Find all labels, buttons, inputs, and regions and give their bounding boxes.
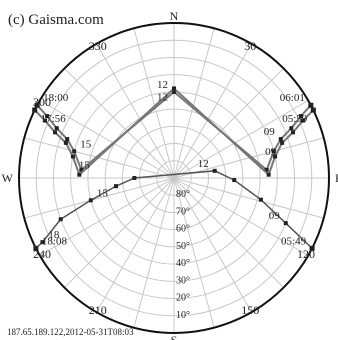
sun-position-marker: [309, 245, 315, 251]
sun-position-marker: [232, 178, 237, 183]
azimuth-line: [173, 177, 215, 328]
azimuth-label: 30: [244, 39, 256, 53]
sun-position-marker: [40, 240, 45, 245]
footer-timestamp: 187.65.189.122,2012-05-31T08:03: [7, 327, 134, 337]
hour-label: 12: [157, 79, 168, 91]
azimuth-line: [173, 68, 284, 179]
azimuth-line: [96, 43, 175, 179]
sun-position-marker: [283, 221, 288, 226]
azimuth-label: 210: [89, 303, 107, 317]
hour-label: 15: [80, 138, 92, 150]
azimuth-line: [133, 177, 175, 328]
sun-paths: [32, 86, 316, 251]
sun-position-marker: [88, 198, 93, 203]
hour-label: 17:56: [41, 113, 67, 125]
sun-position-marker: [290, 130, 295, 135]
compass-north: N: [170, 9, 179, 23]
sun-position-marker: [271, 149, 276, 154]
sun-position-marker: [258, 197, 263, 202]
elevation-label: 40°: [176, 258, 190, 269]
sun-position-marker: [278, 137, 283, 142]
elevation-label: 50°: [176, 241, 190, 252]
azimuth-line: [173, 43, 252, 179]
elevation-label: 20°: [176, 293, 190, 304]
sun-position-marker: [132, 176, 137, 180]
hour-label: 09: [265, 146, 277, 158]
sun-position-marker: [273, 154, 278, 159]
sun-position-marker: [212, 168, 217, 173]
sun-position-marker: [72, 149, 77, 154]
hour-label: 12: [157, 91, 168, 103]
sun-position-marker: [79, 167, 84, 172]
chart-labels: 10° 20° 30° 40° 50° 60° 70° 80° N S E W 30 120 150 210 2…: [2, 9, 338, 340]
elevation-label: 30°: [176, 275, 190, 286]
sun-position-marker: [33, 245, 39, 251]
azimuth-line: [173, 177, 284, 288]
azimuth-line: [173, 100, 309, 179]
sun-position-marker: [172, 86, 176, 91]
elevation-label: 10°: [176, 310, 190, 321]
sun-position-marker: [114, 184, 119, 189]
sun-position-marker: [58, 217, 63, 222]
elevation-label: 60°: [176, 224, 190, 235]
hour-label: 15: [97, 187, 109, 199]
azimuth-line: [39, 100, 175, 179]
azimuth-line: [24, 177, 175, 219]
sun-position-marker: [301, 118, 306, 123]
azimuth-line: [64, 177, 175, 288]
sun-position-marker: [65, 137, 70, 142]
sun-position-marker: [264, 167, 269, 172]
sun-position-marker: [53, 130, 58, 135]
horizon-circle: [18, 22, 330, 334]
sun-position-marker: [308, 102, 314, 108]
hour-label: 06:01: [280, 92, 305, 104]
sun-position-marker: [63, 140, 68, 145]
hour-label: 18: [48, 229, 60, 241]
sun-position-marker: [298, 114, 303, 119]
sun-position-marker: [77, 172, 82, 177]
azimuth-label: 300: [33, 95, 51, 109]
azimuth-line: [173, 28, 215, 179]
azimuth-label: 240: [33, 247, 51, 261]
azimuth-line: [39, 177, 175, 256]
sun-position-marker: [289, 126, 294, 131]
hour-label: 09: [264, 126, 276, 138]
compass-south: S: [171, 333, 178, 340]
sun-position-marker: [70, 154, 75, 159]
azimuth-label: 120: [297, 247, 315, 261]
sun-position-marker: [45, 114, 50, 119]
sun-position-marker: [172, 89, 176, 94]
hour-label: 09: [269, 210, 281, 222]
sun-position-marker: [32, 107, 38, 113]
hour-label: 18:08: [42, 235, 68, 247]
hour-label: 12: [198, 158, 209, 170]
sun-position-marker: [54, 126, 59, 131]
sun-position-marker: [34, 102, 40, 108]
azimuth-line: [96, 177, 175, 313]
sun-position-marker: [310, 107, 316, 113]
azimuth-line: [173, 177, 324, 219]
polar-grid: [18, 22, 330, 334]
azimuth-line: [64, 68, 175, 179]
copyright-label: (c) Gaisma.com: [8, 12, 104, 28]
sun-position-marker: [42, 118, 47, 123]
compass-east: E: [335, 171, 338, 185]
hour-label: 18:00: [43, 92, 69, 104]
azimuth-label: 330: [89, 39, 107, 53]
elevation-label: 80°: [176, 189, 190, 200]
azimuth-line: [133, 28, 175, 179]
azimuth-line: [173, 177, 309, 256]
hour-label: 05:49: [281, 235, 307, 247]
sun-position-marker: [266, 172, 271, 177]
azimuth-label: 150: [241, 303, 259, 317]
compass-west: W: [2, 171, 14, 185]
hour-label: 15: [79, 160, 91, 172]
sun-position-marker: [280, 140, 285, 145]
elevation-label: 70°: [176, 206, 190, 217]
azimuth-line: [173, 177, 252, 313]
hour-label: 05:59: [282, 113, 308, 125]
